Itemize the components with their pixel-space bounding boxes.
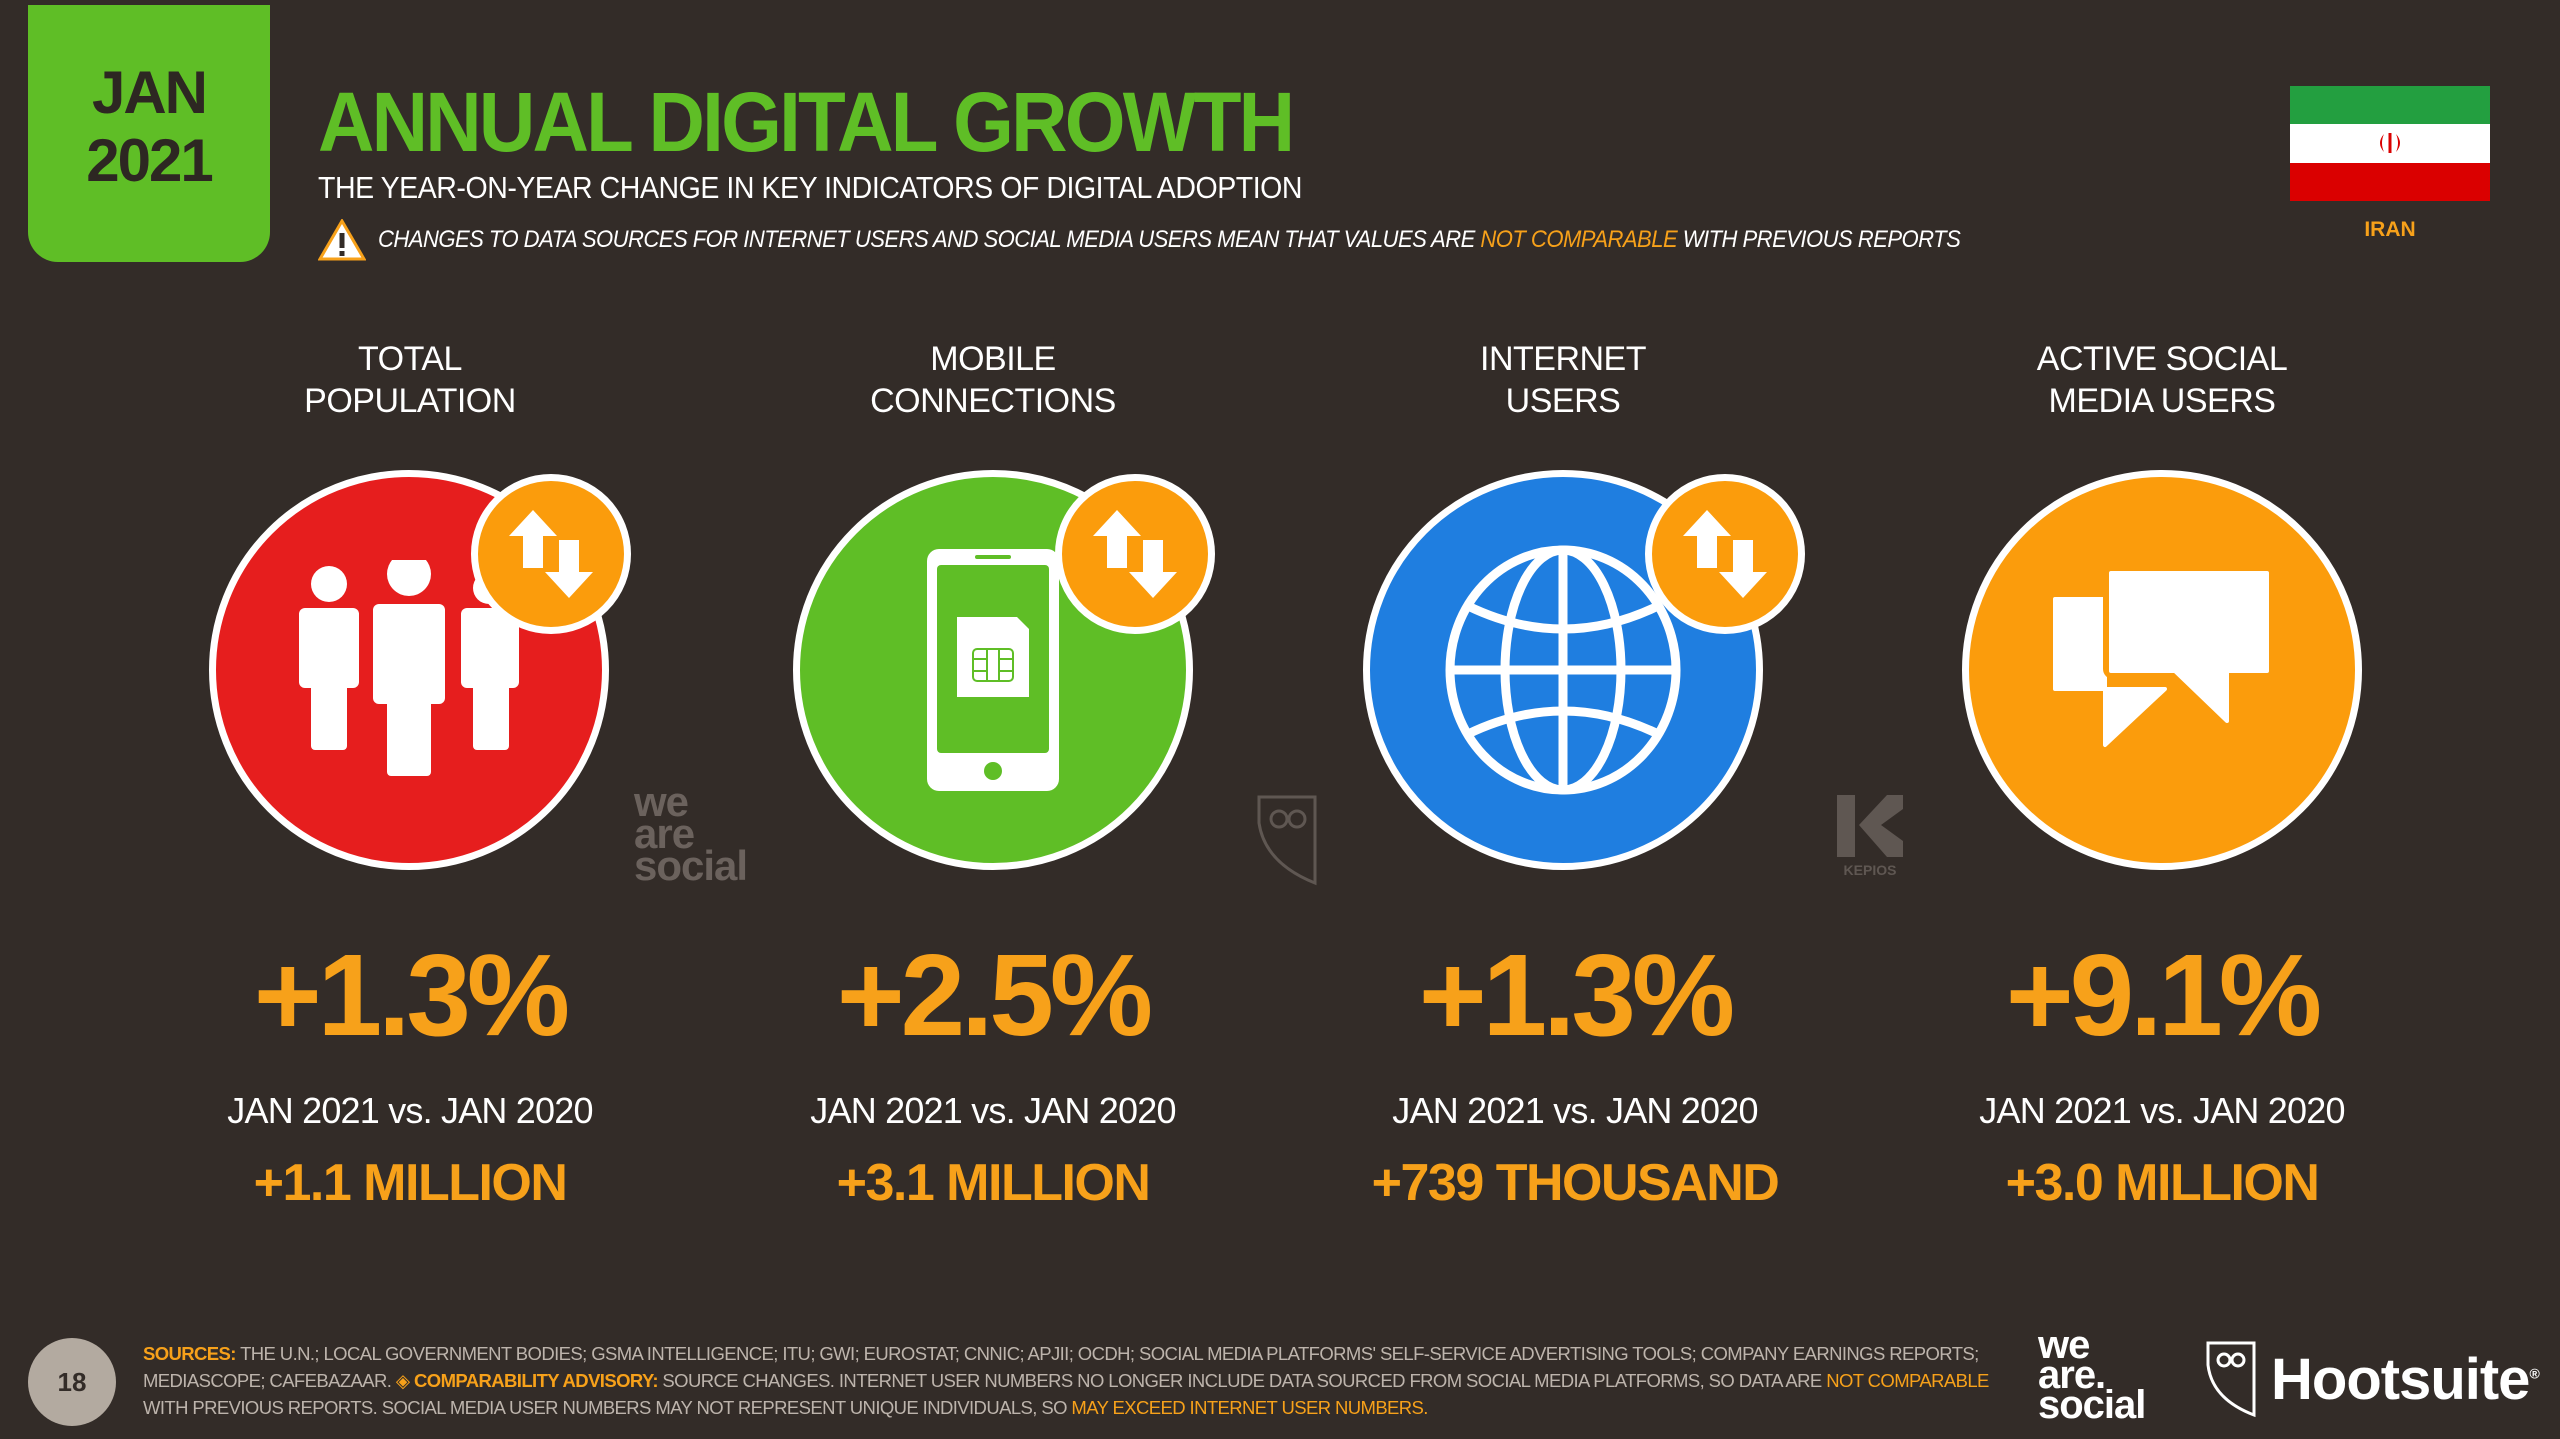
stat-label-mobile: MOBILE CONNECTIONS: [870, 340, 1116, 420]
hootsuite-logo: Hootsuite®: [2205, 1340, 2540, 1418]
iran-flag-icon: [2290, 86, 2490, 201]
date-tab: JAN 2021: [28, 5, 270, 262]
change-badge-mobile: [1055, 474, 1215, 634]
up-down-arrows-icon: [509, 510, 593, 598]
stat-label-social: ACTIVE SOCIAL MEDIA USERS: [2036, 340, 2288, 420]
stat-label-population: TOTAL POPULATION: [304, 340, 516, 420]
up-down-arrows-icon: [1683, 510, 1767, 598]
population-circle: [209, 470, 609, 870]
stat-period-internet: JAN 2021 vs. JAN 2020: [1392, 1090, 1758, 1131]
country-label: IRAN: [2364, 218, 2416, 241]
chat-bubbles-icon: [2053, 567, 2273, 747]
stat-abs-internet: +739 THOUSAND: [1371, 1154, 1780, 1212]
owl-icon: [2206, 1341, 2256, 1418]
internet-circle: [1363, 470, 1763, 870]
change-badge-internet: [1645, 474, 1805, 634]
page-subtitle: THE YEAR-ON-YEAR CHANGE IN KEY INDICATOR…: [318, 170, 1303, 205]
kepios-watermark: KEPIOS: [1835, 795, 1905, 878]
mobile-sim-icon: [927, 549, 1059, 791]
social-circle: [1962, 470, 2362, 870]
owl-watermark-icon: [1257, 795, 1317, 886]
stat-abs-mobile: +3.1 MILLION: [836, 1154, 1151, 1212]
globe-icon: [1445, 545, 1681, 795]
change-badge-population: [471, 474, 631, 634]
people-icon: [299, 560, 519, 776]
not-comparable-highlight: NOT COMPARABLE: [1480, 226, 1678, 253]
we-are-social-watermark: we are social: [634, 778, 748, 889]
stat-abs-social: +3.0 MILLION: [2005, 1154, 2320, 1212]
warning-icon: [318, 219, 366, 261]
stat-pct-internet: +1.3%: [1418, 930, 1735, 1060]
up-down-arrows-icon: [1093, 510, 1177, 598]
date-month: JAN: [91, 58, 208, 126]
stat-pct-mobile: +2.5%: [836, 930, 1153, 1060]
sources-text: SOURCES: THE U.N.; LOCAL GOVERNMENT BODI…: [143, 1343, 1989, 1418]
comparability-warning: CHANGES TO DATA SOURCES FOR INTERNET USE…: [318, 219, 2098, 261]
stat-period-mobile: JAN 2021 vs. JAN 2020: [810, 1090, 1176, 1131]
kepios-logo-icon: [1837, 795, 1903, 857]
stat-abs-population: +1.1 MILLION: [253, 1154, 568, 1212]
we-are-social-logo: we are. social: [2038, 1323, 2146, 1427]
stat-label-internet: INTERNET USERS: [1480, 340, 1647, 420]
warning-text: CHANGES TO DATA SOURCES FOR INTERNET USE…: [378, 226, 1961, 253]
stat-pct-social: +9.1%: [2005, 930, 2322, 1060]
stat-period-social: JAN 2021 vs. JAN 2020: [1979, 1090, 2345, 1131]
date-year: 2021: [86, 126, 213, 194]
page-title: ANNUAL DIGITAL GROWTH: [318, 75, 1295, 169]
stat-period-population: JAN 2021 vs. JAN 2020: [227, 1090, 593, 1131]
stat-pct-population: +1.3%: [253, 930, 570, 1060]
page-number: 18: [28, 1338, 116, 1426]
